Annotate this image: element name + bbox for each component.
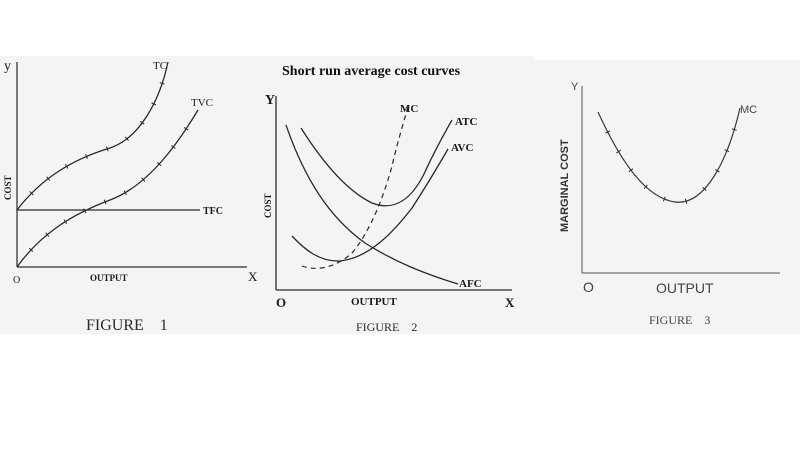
fig1-y-letter: y [4,59,11,74]
fig1-curve-tc-tick [159,82,165,85]
fig1-curve-tvc-tick [103,199,107,205]
fig1-curve-tvc-tick [83,208,87,214]
fig2-label-afc: AFC [459,278,482,290]
fig2-curve-afc [285,124,459,285]
fig3-curve-mc-tick [628,168,634,173]
fig3-label-mc: MC [740,104,757,116]
fig1-ylabel: COST [3,175,13,200]
fig1-curve-tc [16,61,169,211]
figure-1-panel [0,56,262,334]
fig2-title: Short run average cost curves [282,64,461,79]
fig1-label-tc: TC [153,60,167,72]
fig3-curve-mc-tick [684,198,688,204]
fig2-label-mc: MC [400,103,418,115]
fig1-curve-tvc-tick [171,145,176,149]
fig3-curve-mc [597,107,741,203]
fig1-xlabel: OUTPUT [90,273,128,283]
fig3-curve-mc-tick [702,186,707,192]
fig2-caption: FIGURE 2 [356,320,417,334]
fig1-curve-tc-tick [29,191,34,196]
fig2-curve-atc [300,119,453,207]
fig1-curve-tc-tick [124,136,129,142]
fig1-curve-tc-tick [64,163,69,169]
fig1-label-tfc: TFC [203,206,223,217]
fig3-curve-mc-tick [731,128,737,131]
fig1-origin: O [13,275,20,286]
fig2-origin: O [276,295,286,310]
fig3-xlabel: OUTPUT [656,280,714,296]
fig3-caption: FIGURE 3 [649,313,710,327]
figure-2-panel [262,56,534,334]
fig1-label-tvc: TVC [191,97,213,109]
fig3-curve-mc-tick [616,149,621,154]
fig1-caption: FIGURE 1 [86,317,168,334]
fig3-curve-mc-tick [714,169,720,173]
fig2-x-letter: X [505,295,515,310]
fig1-curve-tc-tick [151,102,157,106]
fig1-curve-tc-tick [139,120,145,125]
fig2-label-avc: AVC [451,142,473,154]
figure-3-chart: Y O MARGINAL COST OUTPUT MC FIGURE 3 [559,81,780,327]
fig2-curve-avc [291,148,449,262]
fig3-ylabel: MARGINAL COST [559,139,571,232]
fig3-y-letter: Y [571,81,579,93]
fig1-curve-tvc-tick [45,232,50,237]
fig1-curve-tvc [16,109,199,268]
fig1-curve-tvc-tick [156,162,162,167]
fig1-curve-tvc-tick [28,247,34,252]
fig1-curve-tvc-tick [141,177,146,182]
fig1-curve-tvc-tick [123,190,127,196]
fig1-curve-tc-tick [85,153,88,159]
fig2-label-atc: ATC [455,116,477,128]
fig1-x-letter: X [248,269,258,284]
fig1-curve-tvc-tick [183,127,189,131]
figure-3-panel [534,60,800,334]
figure-2-chart: Short run average cost curves Y X O COST… [263,64,515,334]
fig1-curve-tc-tick [46,176,51,181]
fig3-curve-mc-tick [662,196,666,202]
fig3-origin: O [583,279,594,295]
fig2-y-letter: Y [265,93,275,108]
fig2-ylabel: COST [263,193,273,218]
fig1-curve-tc-tick [106,146,109,152]
fig3-curve-mc-tick [724,149,730,153]
fig2-xlabel: OUTPUT [351,296,398,308]
fig3-curve-mc-tick [605,130,611,134]
fig2-curve-mc [301,102,410,269]
fig1-curve-tvc-tick [63,219,68,225]
fig3-curve-mc-tick [643,184,648,190]
figure-1-chart: y X O COST OUTPUT TC TVC TFC FIGURE 1 [3,59,258,334]
